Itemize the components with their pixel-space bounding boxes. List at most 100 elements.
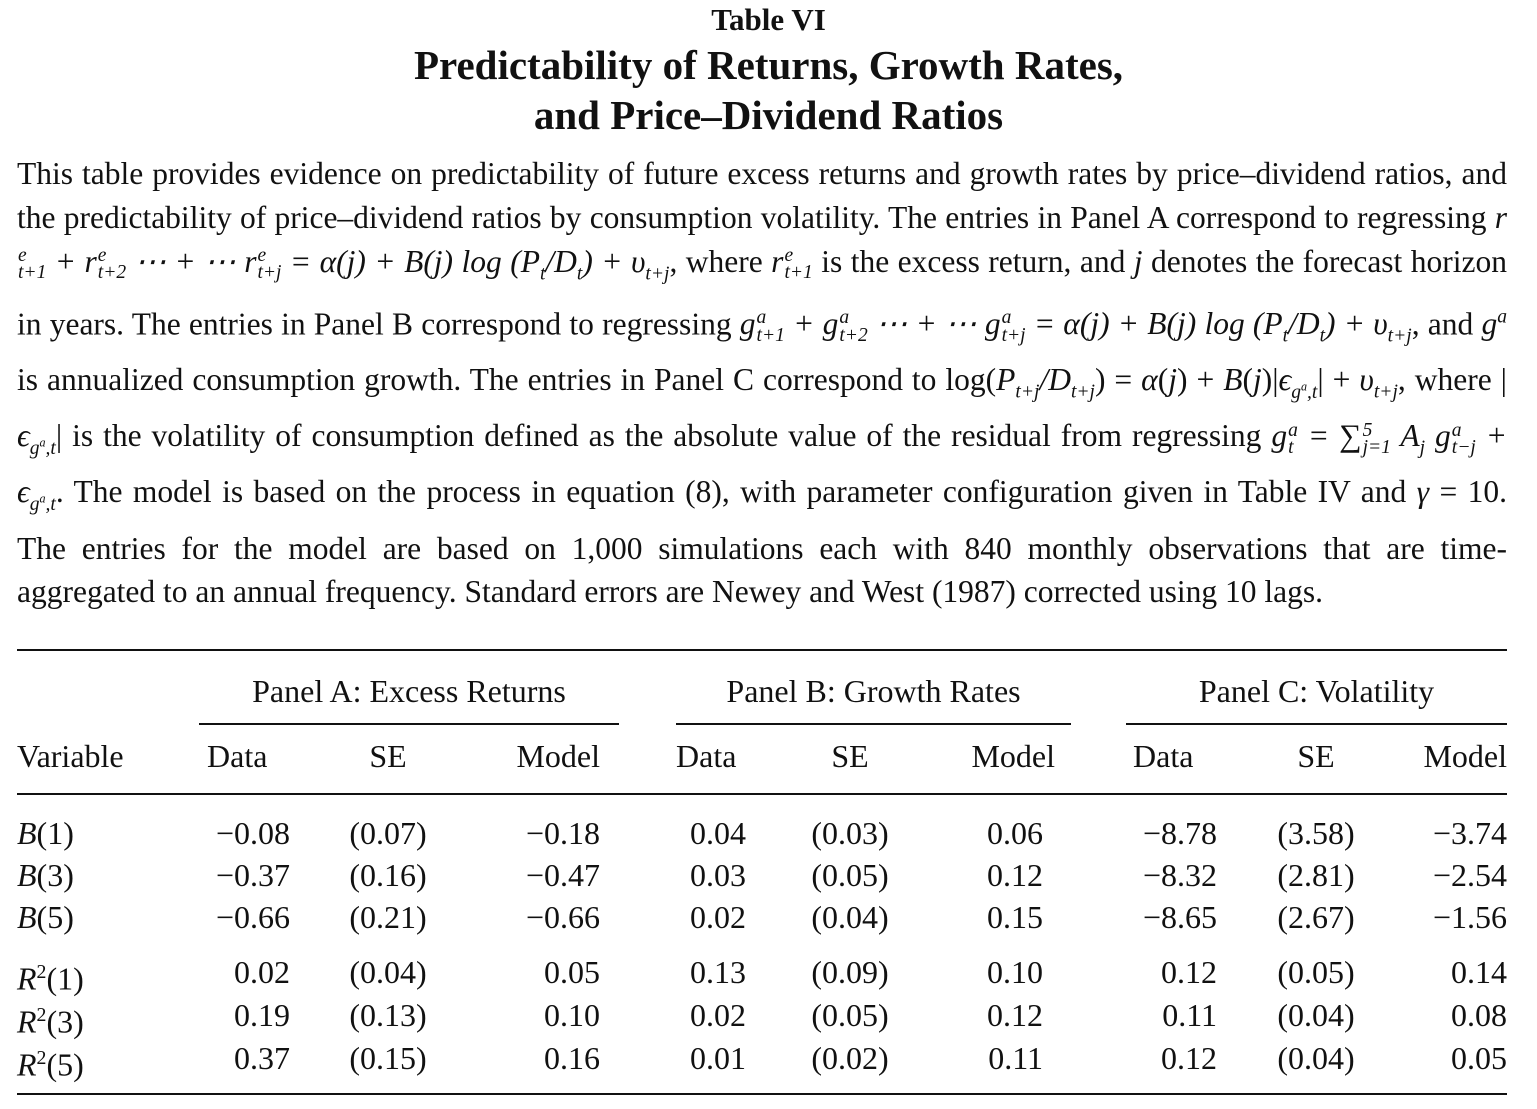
panel-b-rule	[676, 723, 1071, 725]
table-cell: 0.01	[690, 1040, 746, 1076]
table-bottom-rule	[17, 1093, 1507, 1095]
table-cell: 0.19	[234, 997, 290, 1033]
table-cell: (0.16)	[349, 857, 427, 893]
table-cell: (0.04)	[1277, 1040, 1355, 1076]
caption-text-5: , and	[1411, 306, 1474, 342]
table-cell: 0.02	[234, 954, 290, 990]
table-cell: 0.37	[234, 1040, 290, 1076]
panel-b-model-header: Model	[971, 738, 1055, 774]
table-cell: (2.67)	[1277, 899, 1355, 935]
caption-text-10: . The entries for the model are based on…	[17, 474, 1508, 610]
caption-text-9: . The model is based on the process in e…	[55, 474, 1407, 510]
caption-symbol-volatility: |ϵga,t|	[17, 362, 1507, 459]
table-cell: −0.66	[525, 899, 600, 935]
panel-c-header: Panel C: Volatility	[1198, 673, 1435, 709]
panel-b-data-header: Data	[676, 738, 737, 774]
panel-c-model-header: Model	[1423, 738, 1507, 774]
panel-c-rule	[1126, 723, 1507, 725]
table-cell: (0.03)	[811, 815, 889, 851]
caption-text-7: , where	[1397, 362, 1492, 398]
panel-c-se-header: SE	[1297, 738, 1335, 774]
caption-symbol-excess-return: r e t+1	[771, 243, 813, 284]
table-cell: (0.05)	[811, 857, 889, 893]
table-cell: 0.11	[1162, 997, 1217, 1033]
table-cell: (0.13)	[349, 997, 427, 1033]
caption-text-3: is the excess return, and	[821, 243, 1126, 279]
table-cell: 0.12	[987, 997, 1043, 1033]
table-title-block: Table VI Predictability of Returns, Grow…	[0, 0, 1537, 140]
row-label-b3: B(3)	[17, 857, 74, 893]
table-cell: −8.65	[1142, 899, 1217, 935]
table-cell: 0.12	[1161, 954, 1217, 990]
table-cell: 0.13	[690, 954, 746, 990]
table-cell: −0.37	[215, 857, 290, 893]
table-cell: −0.18	[525, 815, 600, 851]
panel-c-data-header: Data	[1133, 738, 1194, 774]
panel-a-rule	[199, 723, 619, 725]
table-cell: (3.58)	[1277, 815, 1355, 851]
table-cell: −3.74	[1432, 815, 1507, 851]
panel-a-model-header: Model	[516, 738, 600, 774]
table-cell: (0.02)	[811, 1040, 889, 1076]
table-cell: 0.02	[690, 899, 746, 935]
caption-symbol-ga: ga	[1481, 306, 1507, 342]
panel-a-header: Panel A: Excess Returns	[252, 673, 566, 709]
table-cell: 0.05	[544, 954, 600, 990]
table-cell: (0.04)	[349, 954, 427, 990]
table-cell: (0.04)	[811, 899, 889, 935]
caption-equation-panel-c: log(Pt+j/Dt+j) = α(j) + B(j)|ϵga,t| + υt…	[945, 362, 1398, 403]
table-cell: (0.07)	[349, 815, 427, 851]
panel-a-data-header: Data	[207, 738, 268, 774]
table-title-line-1: Predictability of Returns, Growth Rates,	[413, 42, 1124, 88]
table-cell: −8.78	[1142, 815, 1217, 851]
table-cell: 0.16	[544, 1040, 600, 1076]
table-label: Table VI	[711, 2, 826, 37]
table-cell: (0.09)	[811, 954, 889, 990]
table-cell: (0.05)	[811, 997, 889, 1033]
table-cell: (2.81)	[1277, 857, 1355, 893]
row-label-b5: B(5)	[17, 899, 74, 935]
table-cell: −0.47	[525, 857, 600, 893]
row-label-r2-3: R2(3)	[17, 1003, 84, 1040]
table-cell: −1.56	[1432, 899, 1507, 935]
table-header-rule	[17, 793, 1507, 795]
table-cell: 0.06	[987, 815, 1043, 851]
table-title-line-2: and Price–Dividend Ratios	[533, 92, 1004, 138]
caption-equation-panel-b: g a t+1 + g a t+2 ⋯ + ⋯ g a t+j = α(j) + B(j) …	[739, 306, 1412, 347]
caption-text-1: This table provides evidence on predicta…	[17, 156, 1507, 235]
table-top-rule	[17, 649, 1507, 651]
table-cell: 0.02	[690, 997, 746, 1033]
table-cell: 0.12	[1161, 1040, 1217, 1076]
caption-equation-panel-a: r e t+1 + r e t+2 ⋯ + ⋯ r e t+j = α(j) + B(j) …	[18, 199, 1508, 284]
table-cell: 0.04	[690, 815, 746, 851]
caption-text-6: is annualized consumption growth. The en…	[17, 362, 937, 398]
table-cell: 0.10	[987, 954, 1043, 990]
table-cell: (0.21)	[349, 899, 427, 935]
panel-a-se-header: SE	[369, 738, 407, 774]
table-cell: −0.66	[215, 899, 290, 935]
caption-text-8: is the volatility of consumption defined…	[72, 418, 1262, 454]
panel-b-se-header: SE	[831, 738, 869, 774]
table-cell: (0.15)	[349, 1040, 427, 1076]
table-cell: (0.04)	[1277, 997, 1355, 1033]
table-caption: This table provides evidence on predicta…	[17, 156, 1508, 610]
table-cell: 0.03	[690, 857, 746, 893]
table-cell: −2.54	[1432, 857, 1507, 893]
table-cell: 0.11	[988, 1040, 1043, 1076]
row-label-r2-5: R2(5)	[17, 1046, 84, 1083]
table-cell: 0.15	[987, 899, 1043, 935]
table-cell: −0.08	[215, 815, 290, 851]
table-cell: 0.08	[1451, 997, 1507, 1033]
table-cell: 0.12	[987, 857, 1043, 893]
panel-b-header: Panel B: Growth Rates	[726, 673, 1021, 709]
table-cell: 0.10	[544, 997, 600, 1033]
caption-symbol-j: j	[1133, 243, 1143, 279]
table-cell: 0.14	[1451, 954, 1507, 990]
caption-text-4: denotes the forecast horizon in years. T…	[17, 243, 1507, 342]
table-cell: −8.32	[1142, 857, 1217, 893]
table-cell: (0.05)	[1277, 954, 1355, 990]
table-cell: 0.05	[1451, 1040, 1507, 1076]
variable-header: Variable	[17, 738, 124, 774]
